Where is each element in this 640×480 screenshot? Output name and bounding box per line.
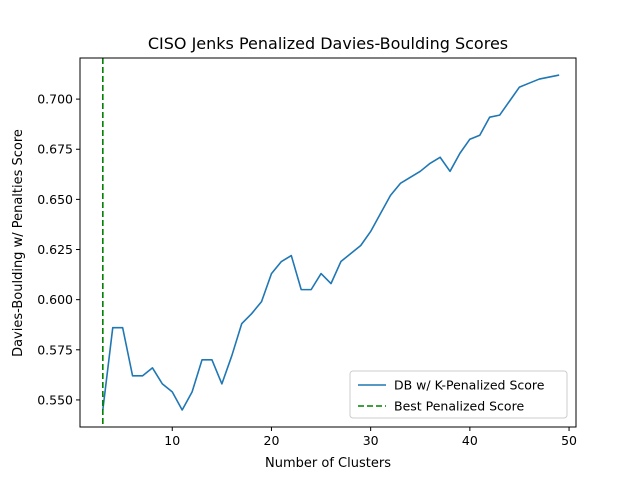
y-tick-label: 0.600 <box>37 292 73 307</box>
chart-title: CISO Jenks Penalized Davies-Boulding Sco… <box>148 34 508 53</box>
x-tick-label: 50 <box>561 433 577 448</box>
y-tick-label: 0.625 <box>37 242 73 257</box>
axes-frame <box>79 57 577 428</box>
legend-box <box>349 370 568 419</box>
plot-area <box>102 58 560 427</box>
y-tick-label: 0.700 <box>37 92 73 107</box>
y-tick-label: 0.575 <box>37 342 73 357</box>
x-tick-label: 20 <box>264 433 280 448</box>
y-tick-label: 0.650 <box>37 192 73 207</box>
legend: DB w/ K-Penalized Score Best Penalized Sc… <box>349 370 568 419</box>
x-tick-label: 40 <box>462 433 478 448</box>
x-tick-label: 30 <box>363 433 379 448</box>
series-line-db-k-penalized <box>102 74 560 411</box>
y-tick-label: 0.550 <box>37 392 73 407</box>
legend-label: Best Penalized Score <box>394 399 524 414</box>
legend-label: DB w/ K-Penalized Score <box>394 378 545 393</box>
x-axis-label: Number of Clusters <box>265 456 391 471</box>
axis-ticks: 10 20 30 40 50 0.550 0.575 0.600 0.625 0.650 0.675… <box>37 92 577 448</box>
x-tick-label: 10 <box>164 433 180 448</box>
y-axis-label: Davies-Boulding w/ Penalties Score <box>11 129 26 357</box>
y-tick-label: 0.675 <box>37 142 73 157</box>
